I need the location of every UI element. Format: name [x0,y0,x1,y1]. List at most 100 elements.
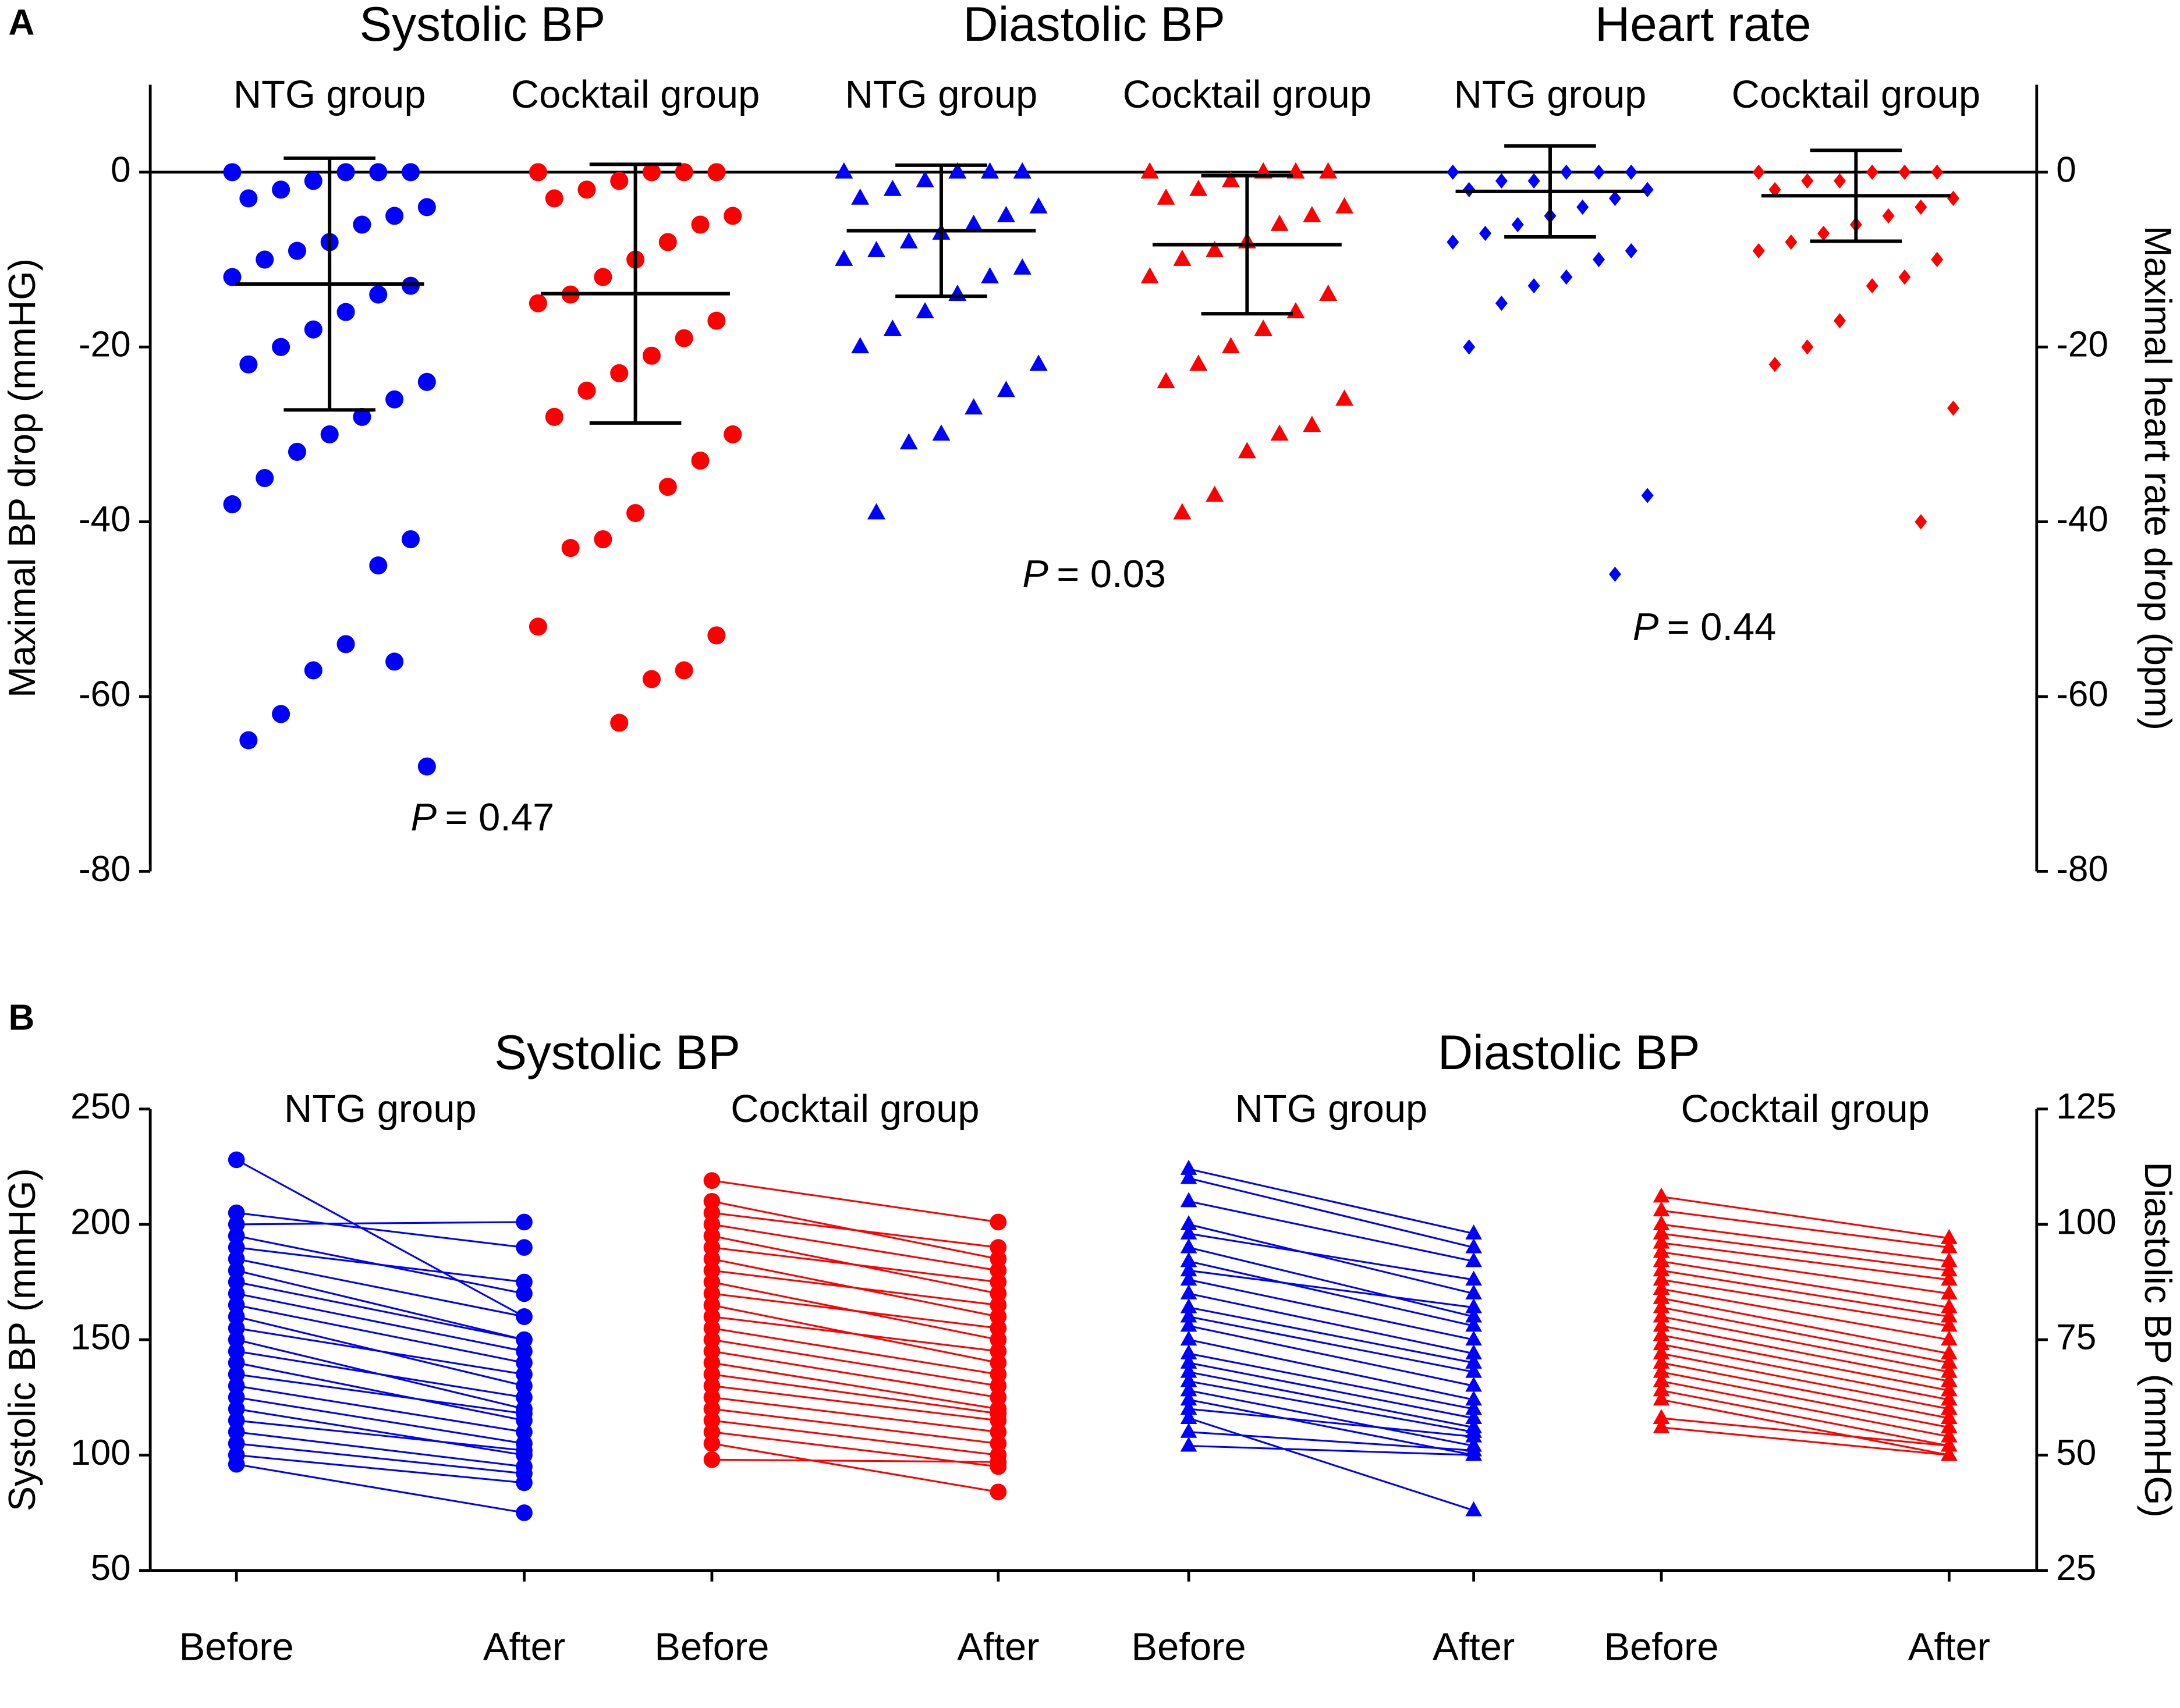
point [417,198,436,216]
group-label: Cocktail group [511,73,760,116]
point [1625,243,1637,259]
point [1465,1307,1482,1323]
panel-title: Diastolic BP [963,0,1225,51]
point [990,1354,1007,1372]
y-tick-label: -60 [79,674,131,714]
point [1013,258,1031,275]
point [1465,1344,1482,1359]
y-tick-label: 50 [91,1548,131,1588]
group-label: Cocktail group [731,1087,979,1131]
pair-line [236,1221,524,1226]
pair-line [1661,1223,1949,1262]
annotation-italic: P [1022,552,1048,596]
point [1465,1409,1482,1424]
point [610,364,629,382]
point [1653,1242,1670,1258]
pair-line [1661,1343,1949,1401]
point [703,1262,721,1279]
point [223,163,242,182]
point [1495,173,1508,189]
pair-line [711,1443,999,1493]
pair-line [1188,1260,1474,1327]
point [1180,1284,1197,1299]
point [1254,319,1272,336]
point [1465,1238,1482,1254]
point [675,661,693,680]
pair-line [236,1431,524,1468]
point [1752,164,1765,180]
point [385,652,404,671]
point [899,433,918,450]
point [1465,1252,1482,1267]
y2-tick-label: 75 [2056,1318,2096,1358]
pair-line [711,1327,999,1376]
point [516,1285,533,1302]
point [1189,354,1208,371]
pair-line [1188,1247,1474,1318]
pair-line [1188,1279,1474,1341]
point [1941,1228,1958,1244]
pair-line [1661,1260,1949,1309]
point [1941,1252,1958,1267]
point [1180,1422,1197,1438]
point [577,381,596,400]
point [1180,1362,1197,1378]
point [1653,1224,1670,1240]
point [1465,1316,1482,1332]
point [1653,1307,1670,1323]
point [1319,285,1338,301]
point [883,179,902,196]
point [990,1273,1007,1291]
point [353,407,371,426]
point [1941,1307,1958,1323]
point [529,617,547,636]
point [990,1453,1007,1471]
pair-line [1661,1389,1949,1447]
point [228,1423,245,1441]
point [703,1377,721,1394]
point [1180,1400,1197,1415]
point [1465,1362,1482,1378]
point [1335,197,1354,214]
point [707,311,726,330]
point [1029,197,1048,214]
point [228,1297,245,1314]
point [658,233,677,251]
point [353,215,371,234]
point [1180,1160,1197,1175]
point [1653,1233,1670,1249]
point [1941,1261,1958,1277]
pair-line [1188,1315,1474,1373]
pair-line [1661,1251,1949,1295]
point [228,1343,245,1360]
point [1941,1427,1958,1443]
pair-line [236,1159,525,1318]
point [1653,1280,1670,1295]
point [1941,1330,1958,1346]
point [223,495,242,514]
point [228,1319,245,1337]
point [1180,1192,1197,1208]
pair-line [236,1247,524,1283]
point [516,1366,533,1383]
point [1465,1298,1482,1313]
pair-line [1661,1426,1949,1456]
point [703,1251,721,1267]
group-label: Cocktail group [1732,73,1980,116]
y-tick-label: -40 [79,499,131,539]
point [990,1389,1007,1406]
point [883,319,902,336]
point [691,215,710,234]
point [369,285,388,304]
pair-line [1188,1408,1474,1438]
annotation-italic: P [1633,605,1659,648]
point [1653,1335,1670,1351]
pair-line [1661,1306,1949,1364]
point [1752,243,1765,259]
point [256,250,274,269]
pair-line [236,1212,524,1249]
point [228,1227,245,1245]
annotation: P = 0.47 [411,796,555,839]
point [1463,339,1476,355]
